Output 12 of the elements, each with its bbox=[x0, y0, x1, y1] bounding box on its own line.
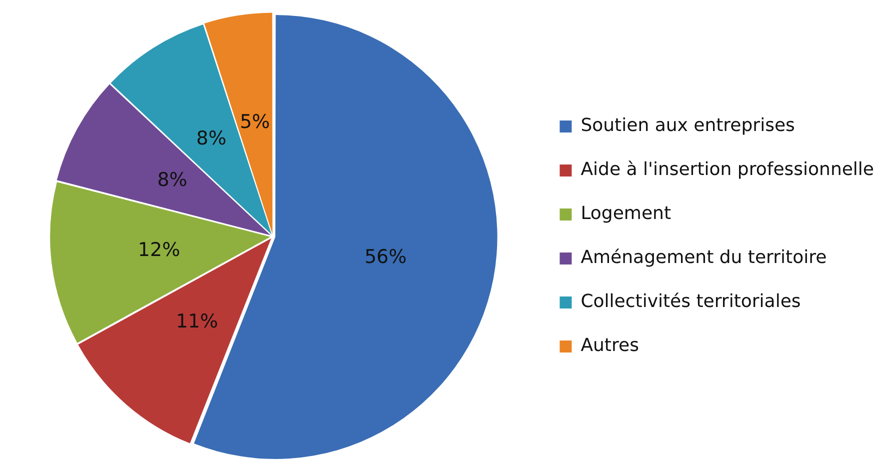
data-label: 5% bbox=[240, 111, 270, 134]
data-label: 56% bbox=[364, 246, 407, 268]
data-label: 11% bbox=[176, 310, 218, 333]
legend-label: Collectivités territoriales bbox=[580, 291, 801, 312]
data-label: 12% bbox=[138, 238, 180, 261]
data-label: 8% bbox=[196, 128, 226, 150]
data-label: 8% bbox=[157, 169, 188, 192]
legend-label: Aménagement du territoire bbox=[580, 247, 827, 268]
legend-label: Aide à l'insertion professionnelle bbox=[580, 159, 874, 180]
legend-label: Soutien aux entreprises bbox=[580, 115, 795, 136]
legend-label: Logement bbox=[580, 203, 672, 224]
legend-label: Autres bbox=[580, 335, 639, 356]
